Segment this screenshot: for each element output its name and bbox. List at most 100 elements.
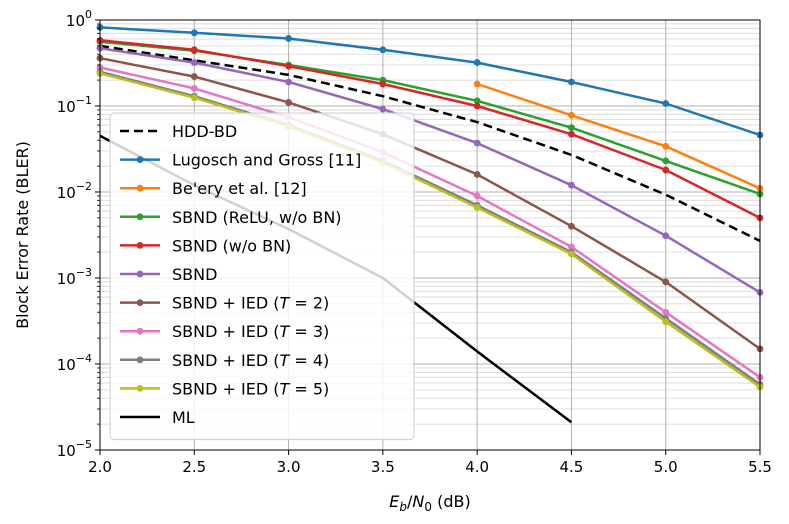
data-point <box>662 100 670 107</box>
series-hdd-bd <box>99 44 761 243</box>
legend-marker <box>136 156 144 164</box>
data-point <box>190 73 198 80</box>
x-axis-label: Eb/N0 (dB) <box>389 492 470 514</box>
legend-marker <box>136 385 144 392</box>
legend-marker <box>136 213 144 221</box>
series-line <box>99 56 761 350</box>
legend-label: SBND + IED (T = 4) <box>172 351 329 370</box>
series-line <box>99 26 761 137</box>
legend-box <box>109 112 415 441</box>
legend-entry: SBND + IED (T = 3) <box>120 322 329 341</box>
data-point <box>662 166 670 174</box>
legend-label: Lugosch and Gross [11] <box>172 151 361 170</box>
legend-marker <box>136 299 144 306</box>
plot-frame <box>99 19 761 451</box>
legend-entry: SBND <box>120 265 217 284</box>
legend-entry: SBND (w/o BN) <box>120 236 291 255</box>
data-point <box>568 124 575 132</box>
x-tick-label: 4.0 <box>465 458 489 476</box>
series-line <box>99 66 761 379</box>
legend-marker <box>136 270 144 278</box>
legend-marker <box>136 327 144 335</box>
data-point <box>285 78 292 86</box>
x-tick-label: 2.0 <box>88 458 112 476</box>
legend-label: SBND + IED (T = 3) <box>172 322 329 341</box>
legend-entry: Be'ery et al. [12] <box>120 179 307 198</box>
data-point <box>568 250 575 258</box>
data-point <box>190 85 198 92</box>
y-tick-label: 100 <box>66 8 92 30</box>
series-line <box>99 39 761 220</box>
data-point <box>473 139 481 147</box>
x-tick-label: 3.5 <box>371 458 395 476</box>
y-axis-label: Block Error Rate (BLER) <box>13 141 32 329</box>
legend-label: SBND + IED (T = 5) <box>172 379 329 398</box>
x-tick-label: 5.0 <box>654 458 678 476</box>
legend-marker <box>136 356 144 364</box>
x-tick-label: 5.5 <box>748 458 772 476</box>
series-line <box>99 70 761 386</box>
data-point <box>285 35 292 42</box>
data-point <box>379 46 387 54</box>
data-point <box>568 78 575 86</box>
data-point <box>190 94 198 102</box>
data-point <box>473 97 481 105</box>
legend-entry: SBND + IED (T = 5) <box>120 379 329 398</box>
data-point <box>568 181 575 189</box>
legend-entry: SBND (ReLU, w/o BN) <box>120 208 342 227</box>
y-tick-label: 10−4 <box>57 352 92 374</box>
legend-label: Be'ery et al. [12] <box>172 179 307 198</box>
data-point <box>285 62 292 70</box>
series-sbnd <box>96 44 764 296</box>
series-line <box>99 72 761 389</box>
legend-entry: SBND + IED (T = 2) <box>120 294 329 313</box>
data-point <box>662 142 670 150</box>
data-point <box>568 222 575 230</box>
legend: HDD-BD Lugosch and Gross [11] Be'ery et al… <box>109 112 415 441</box>
axis-ticks: 2.0 2.5 3.0 3.5 4.0 4.5 5.0 5.5 100 10−1 10−2 10−3 1… <box>57 8 772 476</box>
legend-label: ML <box>172 408 195 427</box>
legend-entry: Lugosch and Gross [11] <box>120 151 361 170</box>
data-point <box>473 204 481 211</box>
legend-entry: SBND + IED (T = 4) <box>120 351 329 370</box>
data-point <box>190 29 198 37</box>
data-point <box>662 232 670 240</box>
x-tick-label: 3.0 <box>277 458 301 476</box>
y-tick-label: 10−1 <box>57 94 92 116</box>
y-tick-label: 10−5 <box>57 438 92 460</box>
series-line <box>476 82 761 190</box>
legend-marker <box>136 242 144 249</box>
data-point <box>662 308 670 316</box>
legend-label: SBND + IED (T = 2) <box>172 294 329 313</box>
data-point <box>473 192 481 200</box>
data-point <box>285 99 292 106</box>
data-point <box>568 130 575 138</box>
data-point <box>190 59 198 66</box>
legend-label: SBND (w/o BN) <box>172 236 291 255</box>
x-tick-label: 4.5 <box>559 458 583 476</box>
y-tick-label: 10−2 <box>57 180 92 202</box>
series-line <box>99 46 761 294</box>
data-point <box>473 102 481 110</box>
legend-label: SBND (ReLU, w/o BN) <box>172 208 342 227</box>
legend-entry: ML <box>120 408 195 427</box>
data-point <box>662 278 670 286</box>
x-tick-label: 2.5 <box>182 458 206 476</box>
data-point <box>568 243 575 251</box>
legend-marker <box>136 184 144 192</box>
legend-entry: HDD-BD <box>120 122 237 141</box>
data-point <box>379 80 387 88</box>
data-point <box>473 80 481 88</box>
data-point <box>473 59 481 66</box>
data-point <box>662 318 670 326</box>
data-point <box>662 157 670 165</box>
data-point <box>473 171 481 178</box>
legend-label: HDD-BD <box>172 122 237 141</box>
y-tick-label: 10−3 <box>57 266 92 288</box>
data-point <box>379 105 387 113</box>
data-point <box>190 46 198 54</box>
legend-label: SBND <box>172 265 217 284</box>
data-point <box>568 111 575 119</box>
series-line <box>99 44 761 243</box>
